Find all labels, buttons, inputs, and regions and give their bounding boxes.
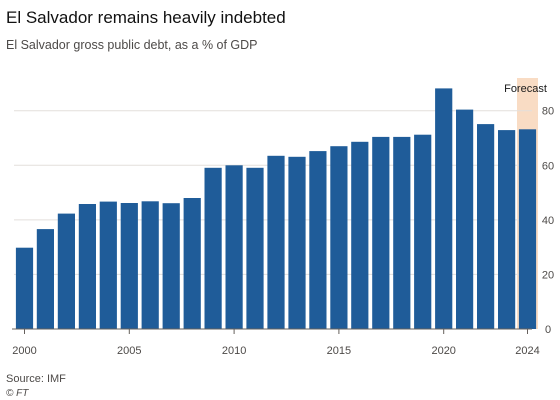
bar-2001 [36,229,54,329]
bar-2006 [141,201,159,329]
bar-2017 [372,136,390,329]
bar-2003 [78,204,96,329]
bar-2002 [57,213,75,329]
bar-2018 [393,136,411,329]
bar-2000 [15,247,34,329]
bar-2022 [477,124,495,329]
bar-2007 [162,203,180,329]
chart-title: El Salvador remains heavily indebted [6,8,286,27]
bar-2014 [309,151,327,329]
bar-2012 [267,155,285,329]
ft-credit: © FT [6,388,29,399]
bar-2016 [351,141,369,329]
axes [12,328,532,334]
x-tick-label-2024: 2024 [515,345,539,357]
x-tick-label-2005: 2005 [117,345,141,357]
x-tick-label-2015: 2015 [327,345,351,357]
bar-2004 [99,201,117,329]
x-tick-label-2000: 2000 [12,345,36,357]
bar-2010 [225,165,243,329]
bar-2023 [498,130,516,329]
x-tick-label-2020: 2020 [431,345,455,357]
bar-2021 [456,109,474,329]
y-tick-label-80: 80 [542,106,554,118]
bar-2019 [414,134,432,329]
forecast-label: Forecast [504,83,547,95]
bar-2009 [204,167,222,329]
chart-subtitle: El Salvador gross public debt, as a % of… [6,38,258,52]
source-note: Source: IMF [6,373,66,385]
y-tick-label-0: 0 [545,324,551,336]
x-tick-label-2010: 2010 [222,345,246,357]
bars [15,88,537,330]
bar-2011 [246,167,264,329]
y-tick-label-40: 40 [542,215,554,227]
debt-bar-chart: 0 20 40 60 80 2000 2005 2010 2015 2020 2024 Forecas… [12,78,554,357]
y-tick-label-20: 20 [542,269,554,281]
bar-2005 [120,203,138,329]
y-tick-label-60: 60 [542,160,554,172]
bar-2020 [435,88,453,330]
bar-2013 [288,156,306,329]
labels: 0 20 40 60 80 2000 2005 2010 2015 2020 2024 Forecas… [12,83,554,357]
bar-2024 [518,129,537,329]
bar-2008 [183,198,201,329]
bar-2015 [330,146,348,329]
